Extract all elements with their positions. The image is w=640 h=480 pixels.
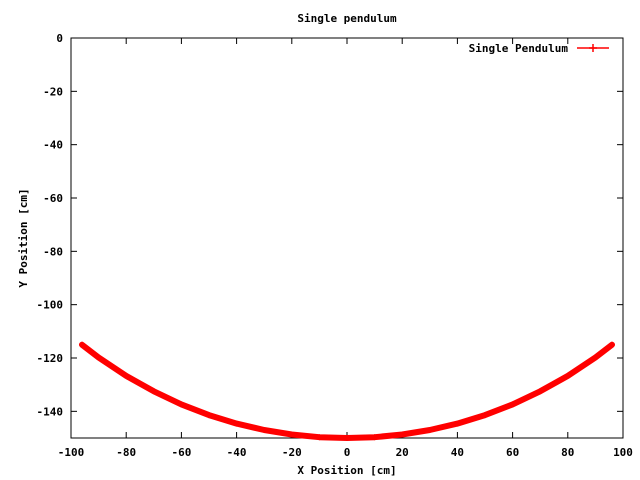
legend-swatch-marker bbox=[589, 44, 597, 52]
x-axis-label: X Position [cm] bbox=[297, 464, 396, 477]
series-line-single-pendulum bbox=[79, 341, 615, 441]
x-tick-label: -60 bbox=[171, 446, 191, 459]
data-point bbox=[509, 401, 516, 408]
data-point bbox=[371, 434, 378, 441]
x-tick-label: 80 bbox=[561, 446, 574, 459]
x-tick-label: -20 bbox=[282, 446, 302, 459]
y-tick-label: -120 bbox=[37, 352, 64, 365]
data-point bbox=[399, 431, 406, 438]
legend: Single Pendulum bbox=[469, 42, 609, 55]
y-axis-label: Y Position [cm] bbox=[17, 188, 30, 287]
axis-ticks: -100 -80 -60 -40 -20 0 20 40 60 80 100 0 -20 -40 -60 -8… bbox=[37, 32, 633, 459]
y-tick-label: -140 bbox=[37, 405, 64, 418]
data-point bbox=[608, 341, 615, 348]
x-tick-label: 100 bbox=[613, 446, 633, 459]
data-point bbox=[206, 412, 212, 419]
data-point bbox=[123, 372, 130, 379]
chart-title: Single pendulum bbox=[297, 12, 397, 25]
y-tick-label: -40 bbox=[43, 139, 63, 152]
x-tick-label: -100 bbox=[58, 446, 85, 459]
data-point bbox=[316, 434, 323, 441]
plot-area bbox=[70, 37, 624, 439]
x-tick-label: -80 bbox=[116, 446, 136, 459]
data-point bbox=[564, 372, 571, 379]
data-point bbox=[261, 427, 268, 433]
data-point bbox=[482, 412, 488, 419]
data-point bbox=[344, 435, 350, 441]
x-tick-label: -40 bbox=[227, 446, 247, 459]
data-point bbox=[454, 420, 461, 427]
y-tick-label: -20 bbox=[43, 85, 63, 98]
data-point bbox=[150, 388, 157, 395]
y-tick-label: -100 bbox=[37, 299, 64, 312]
x-tick-label: 20 bbox=[396, 446, 409, 459]
x-tick-label: 60 bbox=[506, 446, 519, 459]
data-point bbox=[79, 341, 86, 348]
data-point bbox=[233, 420, 240, 427]
series-layer bbox=[79, 341, 615, 441]
data-point bbox=[95, 354, 102, 361]
y-tick-label: 0 bbox=[56, 32, 63, 45]
x-tick-label: 40 bbox=[451, 446, 464, 459]
data-point bbox=[426, 427, 433, 433]
x-tick-label: 0 bbox=[344, 446, 351, 459]
y-tick-label: -80 bbox=[43, 245, 63, 258]
plot-frame bbox=[70, 37, 624, 439]
y-tick-label: -60 bbox=[43, 192, 63, 205]
data-point bbox=[537, 388, 544, 395]
data-point bbox=[592, 354, 599, 361]
legend-label-single-pendulum: Single Pendulum bbox=[469, 42, 569, 55]
data-point bbox=[288, 431, 295, 438]
data-point bbox=[178, 401, 185, 408]
